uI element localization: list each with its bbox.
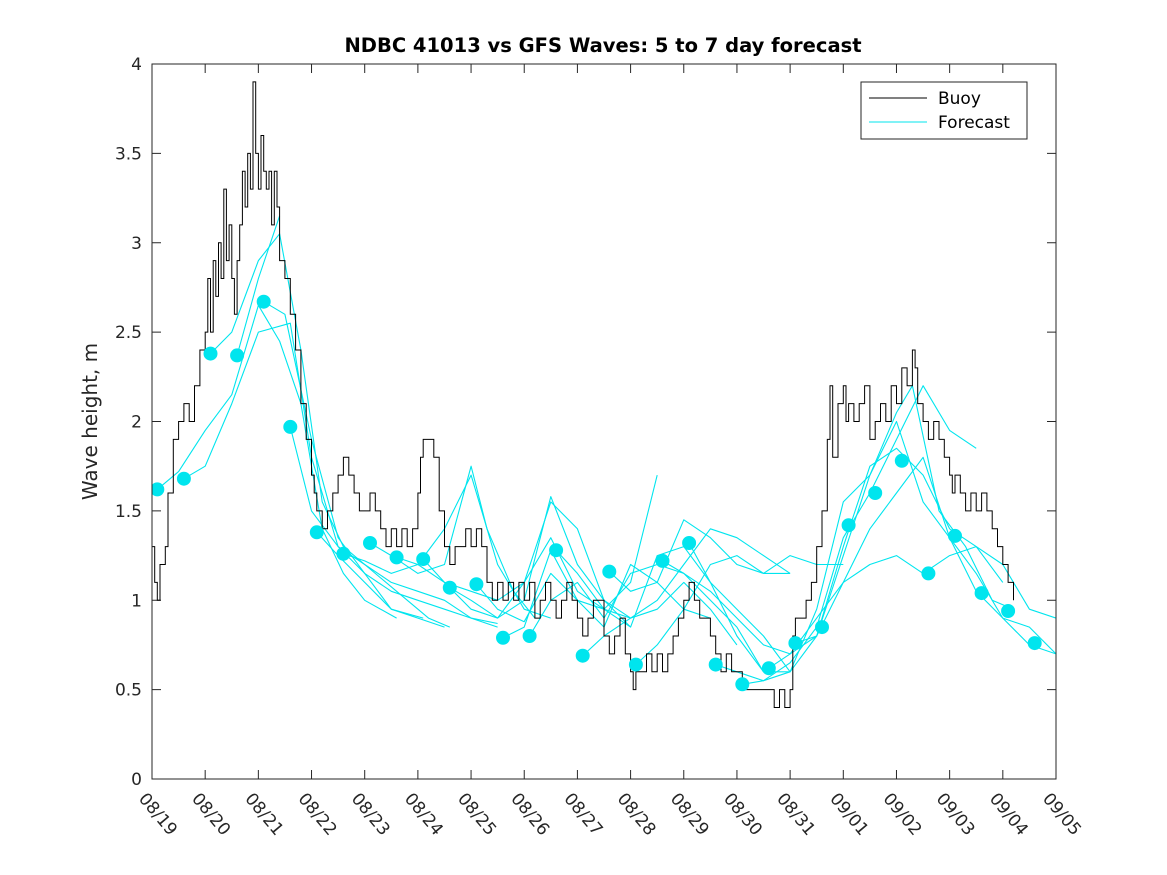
axes-frame (151, 63, 1057, 780)
forecast-marker (363, 536, 377, 550)
forecast-series-line (635, 555, 844, 666)
forecast-marker (309, 525, 324, 540)
legend: Buoy Forecast (860, 81, 1028, 140)
forecast-marker (788, 636, 803, 651)
forecast-series-line (662, 546, 1004, 655)
forecast-marker (575, 648, 590, 663)
forecast-marker (628, 657, 643, 672)
y-tick-label: 1.5 (115, 502, 142, 522)
forecast-marker (522, 629, 537, 643)
forecast-marker (336, 546, 351, 561)
forecast-series-line (210, 233, 451, 628)
forecast-marker (496, 630, 510, 645)
forecast-marker (948, 528, 962, 543)
forecast-series-line (449, 474, 658, 619)
forecast-marker (1001, 604, 1016, 618)
forecast-marker (708, 657, 723, 672)
forecast-series-line (156, 304, 397, 619)
forecast-marker (152, 482, 165, 497)
y-tick-label: 3.5 (115, 144, 142, 164)
forecast-marker (442, 580, 457, 595)
forecast-series-line (795, 456, 1056, 655)
forecast-marker (203, 346, 218, 361)
y-tick-label: 1 (131, 591, 142, 611)
y-axis-label: Wave height, m (78, 343, 102, 500)
forecast-series-line (529, 563, 764, 673)
forecast-series-line (289, 426, 498, 625)
forecast-marker (176, 471, 191, 486)
forecast-marker (416, 552, 431, 567)
forecast-marker (389, 550, 404, 565)
forecast-marker (283, 419, 298, 434)
forecast-marker (894, 453, 909, 468)
forecast-marker (230, 348, 245, 363)
y-tick-label: 2 (131, 413, 142, 433)
forecast-marker (761, 661, 776, 676)
forecast-marker (921, 566, 936, 581)
forecast-marker (841, 518, 856, 533)
forecast-marker (256, 294, 271, 309)
buoy-series-line (152, 81, 1014, 708)
y-tick-label: 2.5 (115, 323, 142, 343)
legend-label: Forecast (938, 113, 1010, 133)
forecast-series-line (715, 420, 1056, 682)
forecast-series-line (768, 385, 1014, 669)
forecast-series-line (502, 549, 738, 646)
y-tick-label: 4 (131, 55, 142, 75)
legend-label: Buoy (938, 89, 981, 109)
forecast-marker (868, 486, 883, 500)
chart-title: NDBC 41013 vs GFS Waves: 5 to 7 day fore… (344, 34, 861, 57)
forecast-series-line (396, 501, 631, 619)
forecast-marker (549, 543, 564, 558)
forecast-marker (655, 553, 670, 568)
forecast-series-line (236, 215, 281, 356)
legend-box (860, 81, 1028, 140)
forecast-marker (469, 577, 484, 592)
forecast-marker (974, 586, 989, 601)
forecast-series-line (316, 531, 445, 628)
forecast-series-line (582, 528, 791, 657)
forecast-marker (815, 620, 829, 635)
forecast-series-line (608, 519, 791, 592)
forecast-series-line (688, 447, 1056, 673)
forecast-series-line (263, 301, 498, 628)
forecast-marker (682, 536, 697, 550)
y-tick-label: 0 (131, 770, 142, 790)
forecast-marker (1027, 636, 1042, 651)
forecast-marker (735, 677, 750, 692)
forecast-marker (602, 564, 617, 579)
y-tick-label: 3 (131, 234, 142, 254)
plot-area (152, 81, 1056, 708)
y-tick-label: 0.5 (115, 681, 142, 701)
